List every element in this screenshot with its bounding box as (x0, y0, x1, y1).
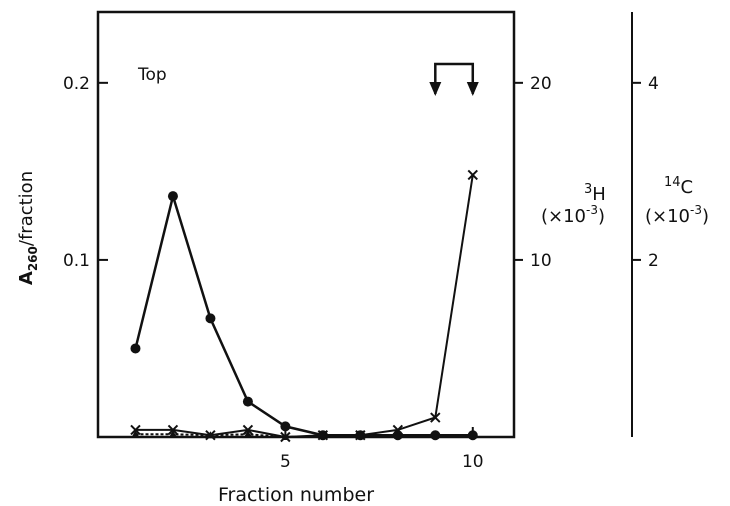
right-axis-1-label-line1: 3H (584, 182, 606, 205)
cross-stroke (430, 412, 441, 423)
x-axis-label: Fraction number (218, 484, 374, 506)
y-axis-label: A260/fraction (16, 171, 40, 285)
right-axis-1-label-line2: (×10-3) (541, 203, 605, 227)
bracket-line (434, 62, 475, 94)
x-axis: 5 10 (280, 427, 484, 472)
data-point (467, 169, 478, 181)
data-point (280, 421, 291, 432)
y-tick-label: 0.2 (63, 74, 90, 94)
arrow-head (429, 82, 442, 96)
right-axis-tick-label: 4 (648, 74, 659, 94)
data-point (168, 430, 177, 438)
right-axes: 10 20 2 4 (514, 12, 659, 437)
data-point (281, 433, 290, 440)
series-layer (130, 169, 478, 443)
cross-stroke (467, 169, 478, 181)
data-point (130, 343, 141, 354)
data-point (242, 396, 253, 407)
series-line (135, 433, 473, 439)
right-axis-2-label-line2: (×10-3) (645, 203, 709, 227)
data-point (468, 431, 477, 439)
data-point (167, 191, 178, 202)
y-tick-label: 0.1 (63, 251, 90, 271)
x-tick-label: 5 (280, 452, 291, 472)
data-point (430, 412, 441, 423)
x-tick-label: 10 (462, 452, 484, 472)
series-cross (130, 169, 478, 443)
series-triangle (131, 430, 477, 440)
data-point (130, 424, 141, 436)
series-circle (130, 191, 478, 441)
data-point (206, 431, 215, 439)
data-point (431, 431, 440, 439)
cross-stroke (242, 424, 254, 436)
cross-stroke (392, 424, 404, 436)
right-axis-tick-label: 10 (530, 251, 552, 271)
right-axis-tick-label: 2 (648, 251, 659, 271)
data-point (167, 424, 179, 436)
data-point (242, 424, 254, 436)
data-point (131, 430, 140, 438)
left-axis: 0.1 0.2 (63, 74, 108, 271)
annotation-top: Top (137, 65, 167, 85)
data-point (205, 313, 216, 324)
data-point (318, 432, 327, 440)
series-line (134, 191, 473, 437)
right-axis-tick-label: 20 (530, 74, 552, 94)
arrow-head (466, 82, 479, 96)
series-line (135, 174, 474, 439)
data-point (393, 431, 402, 439)
data-point (356, 432, 365, 440)
data-point (243, 430, 252, 438)
data-point (392, 424, 404, 436)
cross-stroke (167, 424, 179, 436)
cross-stroke (130, 424, 141, 436)
right-axis-2-label-line1: 14C (664, 175, 693, 198)
fraction-arrows (429, 62, 479, 96)
